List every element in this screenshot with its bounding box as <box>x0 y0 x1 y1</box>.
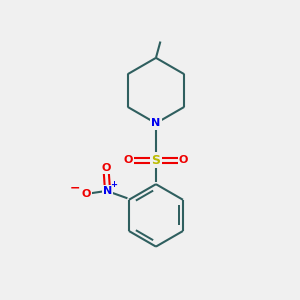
Text: N: N <box>151 118 160 128</box>
Text: S: S <box>152 154 160 167</box>
Text: O: O <box>124 155 133 165</box>
Text: +: + <box>111 180 118 189</box>
Text: O: O <box>81 189 91 199</box>
Text: O: O <box>179 155 188 165</box>
Text: N: N <box>103 186 112 196</box>
Text: −: − <box>70 182 80 195</box>
Text: O: O <box>101 163 111 173</box>
